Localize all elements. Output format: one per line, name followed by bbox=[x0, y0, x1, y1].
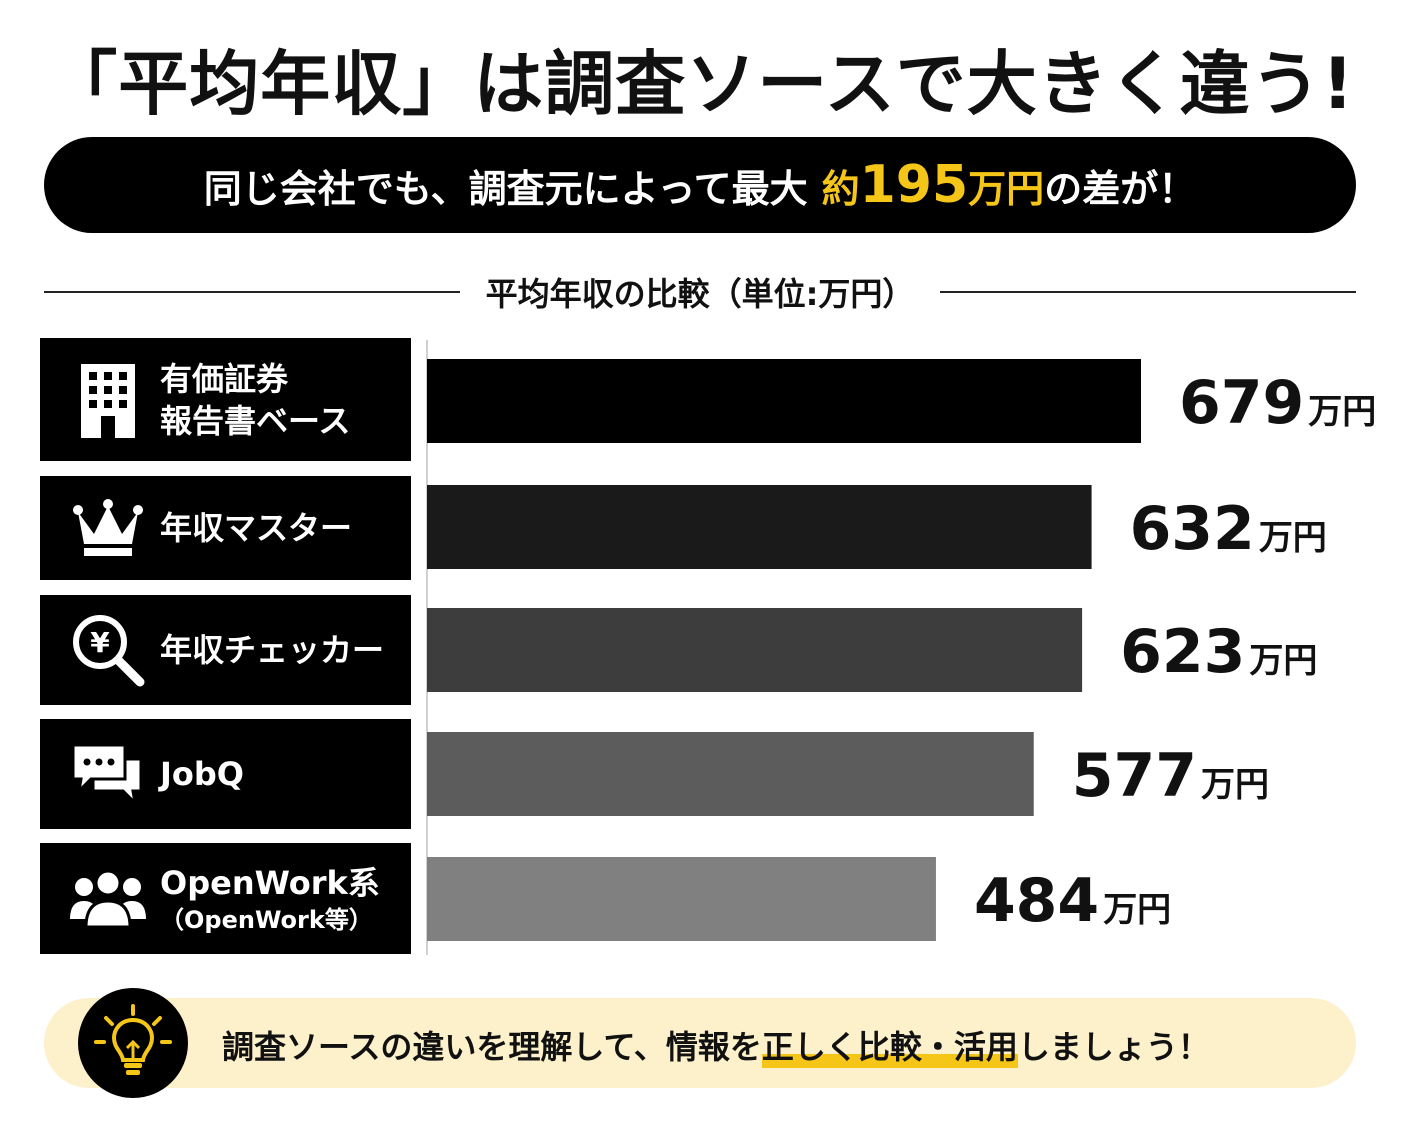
bar-4 bbox=[427, 857, 936, 941]
chart-subtitle: 平均年収の比較（単位:万円） bbox=[485, 275, 915, 313]
bar-value-number: 679 bbox=[1179, 368, 1304, 438]
category-label-line2: 報告書ベース bbox=[160, 401, 351, 440]
banner-highlight-pre: 約 bbox=[821, 167, 860, 211]
banner-suffix: の差が！ bbox=[1044, 166, 1197, 211]
footer-text-pre: 調査ソースの違いを理解して、情報を bbox=[222, 1028, 762, 1066]
bar-3 bbox=[427, 732, 1034, 816]
bar-1 bbox=[427, 485, 1092, 569]
category-label: 年収チェッカー bbox=[160, 631, 385, 669]
subtitle-divider-left bbox=[44, 291, 460, 293]
svg-text:¥: ¥ bbox=[90, 626, 110, 659]
category-box-jobq: JobQ bbox=[40, 719, 411, 829]
bar-2 bbox=[427, 608, 1083, 692]
category-box-nenshu-checker: ¥ 年収チェッカー bbox=[40, 595, 411, 705]
category-box-nenshu-master: 年収マスター bbox=[40, 476, 411, 580]
bar-value-unit: 万円 bbox=[1308, 392, 1376, 432]
bar-value-number: 632 bbox=[1130, 494, 1255, 564]
bar-value-unit: 万円 bbox=[1103, 890, 1171, 930]
yen-search-icon: ¥ bbox=[58, 610, 158, 690]
crown-icon bbox=[58, 488, 158, 568]
category-box-yuka-shoken: 有価証券 報告書ベース bbox=[40, 338, 411, 461]
bar-value-label-3: 577 万円 bbox=[1072, 741, 1269, 811]
subtitle-divider-right bbox=[940, 291, 1356, 293]
bar-value-label-0: 679 万円 bbox=[1179, 368, 1376, 438]
footer-message: 調査ソースの違いを理解して、情報を 正しく比較・活用 しましょう！ bbox=[222, 1020, 1210, 1070]
category-label: JobQ bbox=[160, 755, 244, 793]
chart-subtitle-row: 平均年収の比較（単位:万円） bbox=[44, 262, 1356, 322]
lightbulb-icon bbox=[94, 1004, 172, 1075]
banner-highlight-unit: 万円 bbox=[968, 167, 1045, 211]
lightbulb-badge bbox=[78, 988, 188, 1098]
building-icon bbox=[58, 360, 158, 440]
banner-highlight-number: 195 bbox=[859, 155, 969, 215]
footer-text-emphasis: 正しく比較・活用 bbox=[761, 1022, 1018, 1068]
category-label-line1: OpenWork系 bbox=[160, 863, 380, 902]
category-label: OpenWork系 （OpenWork等） bbox=[160, 862, 380, 936]
category-label-line1: 有価証券 bbox=[160, 359, 289, 398]
bar-value-number: 577 bbox=[1072, 741, 1197, 811]
category-box-openwork: OpenWork系 （OpenWork等） bbox=[40, 843, 411, 954]
page-title: 「平均年収」は調査ソースで大きく違う! bbox=[47, 43, 1355, 125]
bar-value-unit: 万円 bbox=[1249, 641, 1317, 681]
bar-value-number: 484 bbox=[974, 866, 1099, 936]
bar-0 bbox=[427, 359, 1141, 443]
users-icon bbox=[58, 859, 158, 939]
banner-highlight: 約195万円 bbox=[822, 155, 1045, 215]
bar-value-label-1: 632 万円 bbox=[1130, 494, 1327, 564]
chat-bubbles-icon bbox=[58, 734, 158, 814]
footer-text-post: しましょう！ bbox=[1017, 1028, 1210, 1066]
bar-value-label-4: 484 万円 bbox=[974, 866, 1171, 936]
category-label: 有価証券 報告書ベース bbox=[160, 358, 350, 442]
bar-value-label-2: 623 万円 bbox=[1120, 617, 1317, 687]
bar-value-number: 623 bbox=[1120, 617, 1245, 687]
bar-value-unit: 万円 bbox=[1201, 765, 1269, 805]
banner-prefix: 同じ会社でも、調査元によって最大 bbox=[203, 166, 808, 211]
category-label-line2: （OpenWork等） bbox=[160, 905, 373, 934]
category-label: 年収マスター bbox=[160, 509, 353, 547]
summary-banner: 同じ会社でも、調査元によって最大 約195万円 の差が！ bbox=[44, 137, 1356, 233]
footer-panel bbox=[44, 998, 1356, 1088]
bar-value-unit: 万円 bbox=[1259, 518, 1327, 558]
